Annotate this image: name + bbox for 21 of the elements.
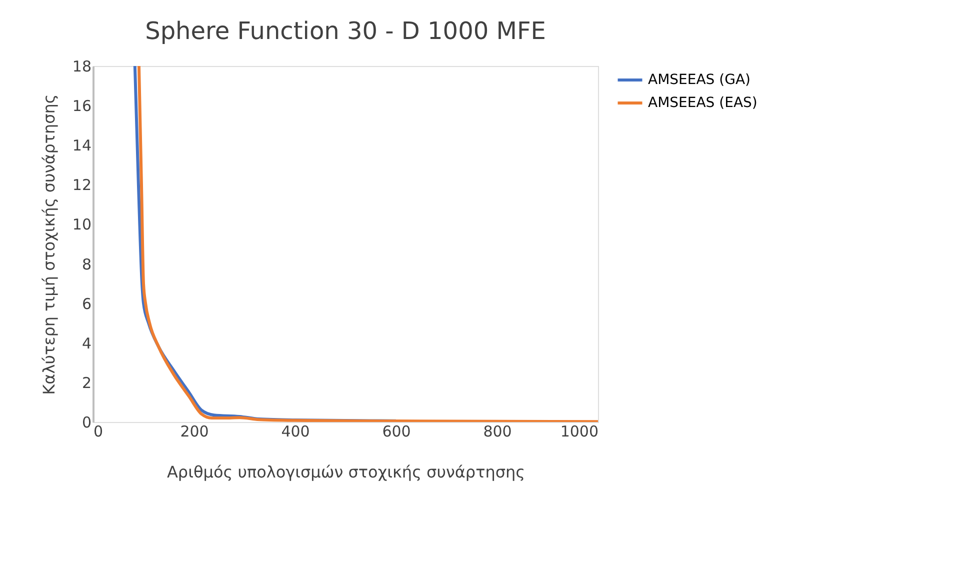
y-tick-label: 16 bbox=[72, 97, 92, 116]
x-tick-label: 800 bbox=[483, 422, 512, 440]
y-tick-label: 12 bbox=[72, 176, 92, 194]
y-tick-label: 6 bbox=[82, 294, 92, 313]
y-tick-label: 14 bbox=[72, 136, 92, 155]
x-axis-title: Αριθμός υπολογισμών στοχικής συνάρτησης bbox=[166, 462, 526, 482]
y-tick-label: 18 bbox=[72, 58, 92, 76]
x-tick-label: 600 bbox=[382, 422, 411, 440]
x-tick-label: 0 bbox=[94, 422, 104, 440]
x-tick-label: 1000 bbox=[560, 422, 598, 440]
x-tick-label: 200 bbox=[180, 422, 209, 440]
y-tick-label: 2 bbox=[82, 374, 92, 392]
y-tick-label: 4 bbox=[82, 334, 92, 352]
legend-label: AMSEEAS (EAS) bbox=[648, 95, 758, 111]
line-series bbox=[137, 66, 598, 422]
y-axis-title: Καλύτερη τιμή στοχικής συνάρτησης bbox=[39, 94, 58, 395]
x-tick-label: 400 bbox=[281, 422, 310, 440]
chart-title: Sphere Function 30 - D 1000 MFE bbox=[145, 17, 546, 45]
legend-label: AMSEEAS (GA) bbox=[648, 72, 750, 88]
y-tick-label: 10 bbox=[72, 216, 92, 234]
y-tick-label: 8 bbox=[82, 255, 92, 274]
